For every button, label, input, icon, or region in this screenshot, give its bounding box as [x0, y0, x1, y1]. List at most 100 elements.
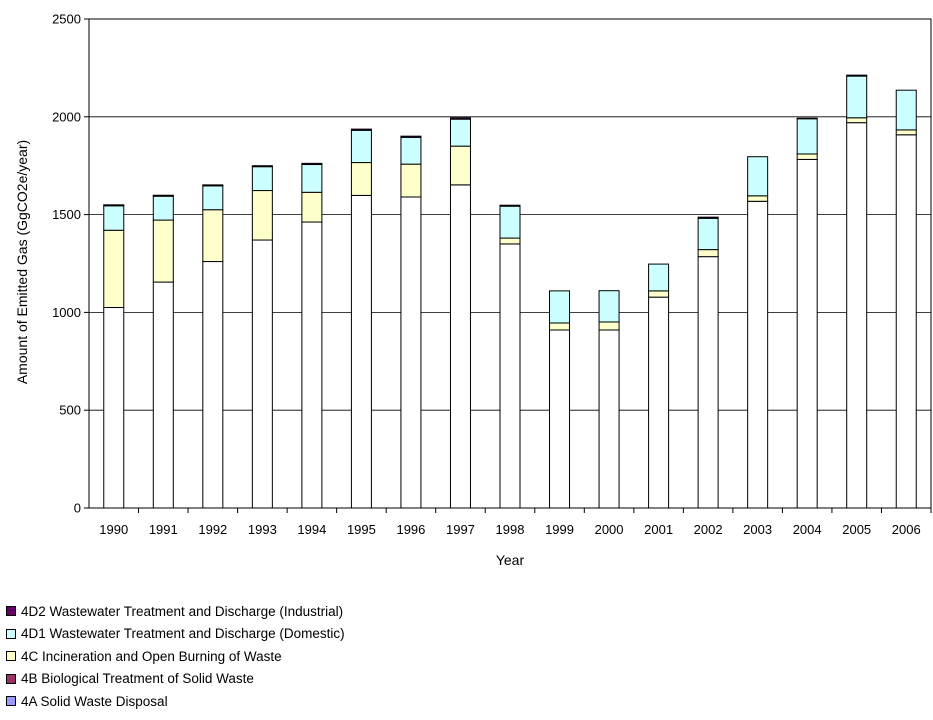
y-tick-labels: 0 500 1000 1500 2000 2500: [52, 12, 81, 516]
bar-segment-1997-s2: [449, 145, 471, 186]
bar-segment-1991-s3: [152, 195, 174, 221]
x-tick-label: 1991: [149, 522, 178, 537]
bar-segment-2004-s0: [796, 158, 818, 509]
x-tick-label: 2006: [892, 522, 921, 537]
legend-label: 4D1 Wastewater Treatment and Discharge (…: [21, 626, 345, 642]
bar-segment-1997-s3: [449, 118, 471, 147]
x-tick-label: 1997: [446, 522, 475, 537]
bar-segment-1993-s4: [251, 165, 273, 168]
bar-segment-2000-s2: [598, 321, 620, 331]
bar-segment-1998-s4: [499, 204, 521, 207]
bar-segment-2004-s4: [796, 117, 818, 120]
bar-segment-1992-s2: [202, 209, 224, 263]
x-tick-label: 2001: [644, 522, 673, 537]
bar-segment-2005-s4: [846, 74, 868, 77]
bar-segment-1995-s3: [350, 129, 372, 164]
x-tick-labels: 1990 1991 1992 1993 1994 1995 1996 1997 1998 1999…: [99, 522, 920, 537]
x-tick-label: 1993: [248, 522, 277, 537]
x-tick-label: 2002: [694, 522, 723, 537]
bar-segment-1991-s0: [152, 281, 174, 509]
x-tick-label: 2003: [743, 522, 772, 537]
legend: 4D2 Wastewater Treatment and Discharge (…: [6, 600, 345, 713]
bar-segment-1992-s3: [202, 185, 224, 211]
legend-item: 4C Incineration and Open Burning of Wast…: [6, 645, 345, 668]
x-tick-label: 1996: [396, 522, 425, 537]
x-tick-label: 1990: [99, 522, 128, 537]
bar-segment-2004-s3: [796, 118, 818, 155]
legend-label: 4A Solid Waste Disposal: [21, 693, 168, 709]
legend-label: 4C Incineration and Open Burning of Wast…: [21, 648, 282, 664]
bar-segment-1993-s0: [251, 239, 273, 509]
bar-segment-2005-s3: [846, 75, 868, 119]
bar-segment-1999-s2: [549, 322, 571, 331]
bar-segment-2003-s3: [747, 156, 769, 197]
x-tick-label: 1998: [496, 522, 525, 537]
bar-segment-1997-s0: [449, 184, 471, 509]
y-tick-label: 500: [59, 403, 81, 418]
bar-segment-1990-s3: [103, 205, 125, 231]
y-tick-label: 0: [74, 501, 81, 516]
bar-segment-1993-s3: [251, 166, 273, 192]
legend-item: 4D1 Wastewater Treatment and Discharge (…: [6, 623, 345, 646]
bar-segment-1994-s2: [301, 191, 323, 223]
bar-segment-1990-s0: [103, 307, 125, 509]
bar-segment-1999-s3: [549, 290, 571, 324]
bar-segment-1998-s2: [499, 237, 521, 245]
bar-segment-1990-s2: [103, 229, 125, 309]
legend-item: 4D2 Wastewater Treatment and Discharge (…: [6, 600, 345, 623]
bar-segment-2005-s0: [846, 122, 868, 509]
y-tick-label: 1500: [52, 207, 81, 222]
legend-swatch: [6, 673, 16, 684]
bar-segment-1993-s2: [251, 190, 273, 241]
x-tick-label: 1995: [347, 522, 376, 537]
bar-segment-2006-s0: [895, 134, 917, 509]
bar-segment-2002-s2: [697, 249, 719, 258]
bar-segment-2005-s2: [846, 117, 868, 124]
bar-segment-1994-s3: [301, 164, 323, 193]
legend-swatch: [6, 606, 16, 617]
bar-segment-2006-s2: [895, 129, 917, 136]
bar-segment-1995-s2: [350, 162, 372, 196]
legend-label: 4D2 Wastewater Treatment and Discharge (…: [21, 603, 344, 619]
bar-segment-1992-s0: [202, 261, 224, 509]
x-tick-label: 2005: [842, 522, 871, 537]
bar-segment-1998-s3: [499, 205, 521, 239]
bar-segment-1996-s0: [400, 196, 422, 509]
bar-segment-1994-s0: [301, 221, 323, 509]
bar-segment-1999-s0: [549, 329, 571, 509]
x-tick-label: 2004: [793, 522, 822, 537]
bar-segment-2006-s3: [895, 89, 917, 131]
legend-item: 4B Biological Treatment of Solid Waste: [6, 668, 345, 691]
bar-segment-2002-s3: [697, 217, 719, 251]
axes: [84, 18, 932, 513]
bar-segment-1992-s4: [202, 184, 224, 187]
bar-segment-2004-s2: [796, 153, 818, 160]
bar-segment-1991-s4: [152, 194, 174, 197]
bar-segment-2002-s4: [697, 216, 719, 219]
bar-segment-2001-s0: [648, 296, 670, 509]
bar-segment-2001-s3: [648, 263, 670, 292]
bar-segment-1997-s4: [449, 117, 471, 120]
x-tick-label: 1994: [297, 522, 326, 537]
bar-segment-1995-s4: [350, 128, 372, 131]
plot-area-border: [88, 18, 932, 509]
bar-segment-1996-s2: [400, 163, 422, 198]
y-tick-label: 2000: [52, 109, 81, 124]
bar-segment-2002-s0: [697, 256, 719, 509]
bar-segment-1998-s0: [499, 243, 521, 509]
legend-swatch: [6, 628, 16, 639]
bar-segment-1995-s0: [350, 194, 372, 509]
legend-item: 4A Solid Waste Disposal: [6, 690, 345, 713]
x-tick-label: 1999: [545, 522, 574, 537]
bar-segment-2003-s0: [747, 200, 769, 509]
y-axis-label: Amount of Emitted Gas (GgCO2e/year): [14, 140, 30, 384]
bar-segment-2000-s0: [598, 329, 620, 509]
bar-segment-1994-s4: [301, 162, 323, 166]
bar-segment-1996-s3: [400, 136, 422, 165]
y-tick-label: 2500: [52, 12, 81, 27]
y-tick-label: 1000: [52, 305, 81, 320]
x-tick-label: 2000: [595, 522, 624, 537]
legend-label: 4B Biological Treatment of Solid Waste: [21, 671, 254, 687]
bar-segment-2001-s2: [648, 290, 670, 298]
